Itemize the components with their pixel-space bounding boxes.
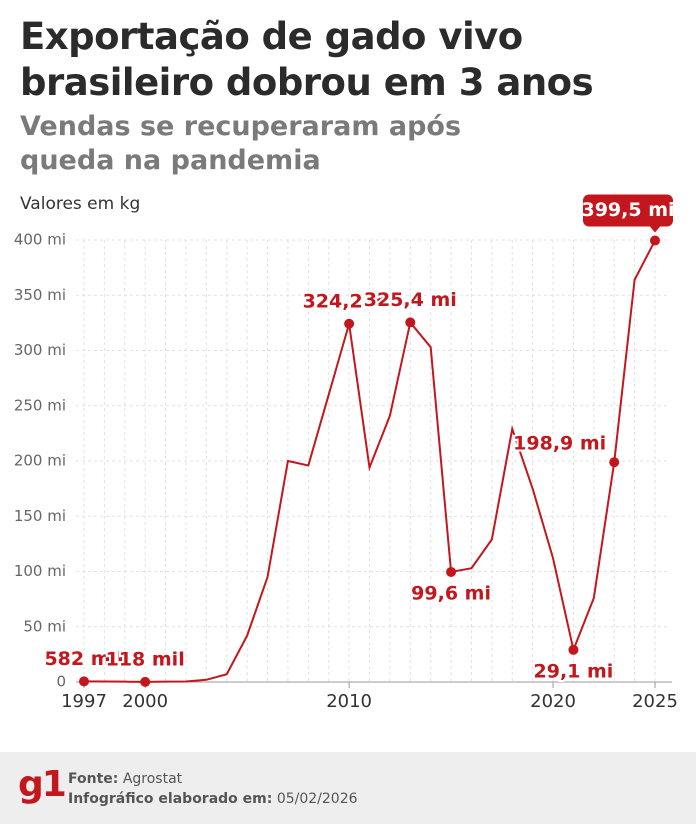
date-label: Infográfico elaborado em:: [68, 791, 273, 807]
y-tick-label: 350 mi: [14, 286, 66, 304]
source-label: Fonte:: [68, 771, 119, 787]
line: [83, 240, 656, 683]
y-tick-label: 250 mi: [14, 396, 66, 414]
date: Infográfico elaborado em: 05/02/2026: [68, 791, 358, 807]
value-label: 118 mil: [106, 648, 185, 670]
x-tick-label: 1997: [61, 691, 107, 712]
y-tick-label: 0: [56, 673, 66, 691]
source: Fonte: Agrostat: [68, 771, 182, 787]
point: [446, 566, 457, 577]
x-tick-label: 2010: [326, 691, 372, 712]
point: [79, 676, 89, 687]
value-label: 325,4 mi: [364, 289, 457, 311]
source-text: Agrostat: [122, 771, 183, 787]
y-tick-label: 100 mi: [14, 562, 66, 580]
y-tick-label: 300 mi: [14, 341, 66, 359]
x-tick-label: 2025: [632, 691, 678, 712]
value-label: 29,1 mi: [534, 660, 614, 682]
point: [609, 457, 620, 468]
value-label: 198,9 mi: [513, 433, 606, 455]
value-label: 582 mil: [44, 648, 123, 670]
x-tick-label: 2000: [122, 691, 168, 712]
date-text: 05/02/2026: [276, 791, 358, 807]
footer: g1 Fonte: Agrostat Infográfico elaborado…: [0, 752, 696, 824]
point: [650, 235, 660, 246]
label-box: [583, 194, 673, 227]
value-label: 324,2 mi: [303, 290, 396, 312]
y-tick-label: 400 mi: [14, 231, 66, 249]
subtitle: Vendas se recuperaram após queda na pand…: [20, 111, 462, 176]
logo: g1: [18, 764, 67, 805]
y-tick-label: 200 mi: [14, 452, 66, 470]
unit-note: Valores em kg: [20, 194, 141, 214]
chart: 0 50 mi 100 mi 150 mi 200 mi 250 mi 300 mi 350 …: [14, 194, 678, 712]
x-tick-label: 2020: [530, 691, 576, 712]
y-tick-label: 150 mi: [14, 507, 66, 525]
value-label: 399,5 mi: [581, 199, 674, 221]
value-label: 99,6 mi: [411, 582, 491, 604]
point: [344, 318, 355, 329]
y-tick-label: 50 mi: [23, 617, 66, 635]
point: [140, 676, 151, 687]
point: [405, 317, 416, 328]
label-pointer: [649, 225, 661, 233]
point: [568, 644, 579, 655]
title: Exportação de gado vivo brasileiro dobro…: [20, 15, 594, 104]
